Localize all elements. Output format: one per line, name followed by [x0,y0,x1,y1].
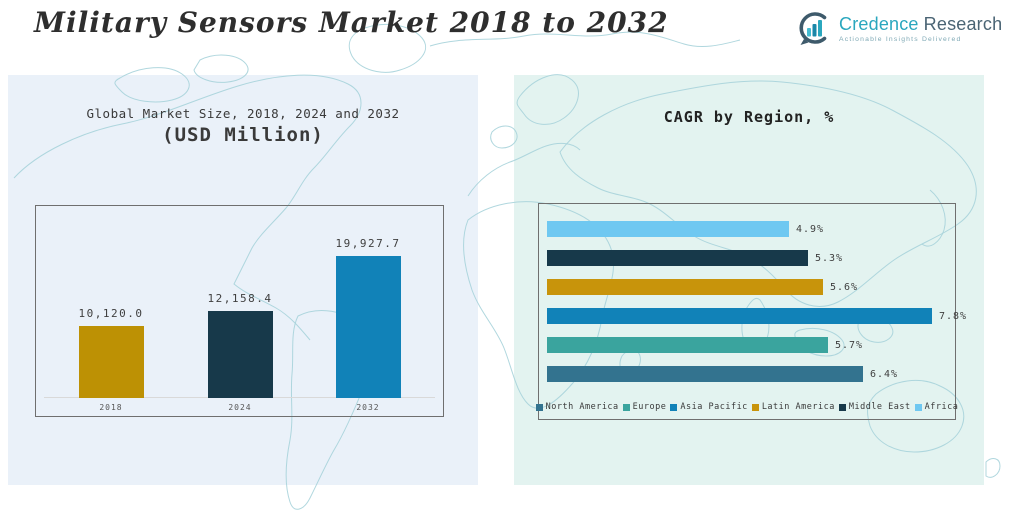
hbar-latin-america [547,279,823,295]
x-tick-2018: 2018 [99,403,123,412]
bar-value-label: 10,120.0 [78,307,144,320]
hbar-asia-pacific [547,308,932,324]
bar-2018 [78,326,144,398]
hbar-row-africa: 4.9% [547,221,824,237]
legend-swatch-asia-pacific [670,403,678,411]
cagr-legend: North America Europe Asia Pacific Latin Ame… [535,402,958,412]
cagr-chart: North America Europe Asia Pacific Latin Ame… [535,203,966,420]
hbar-row-europe: 5.7% [547,337,863,353]
hbar-value-label-europe: 5.7% [835,339,864,351]
hbar-row-middle-east: 5.3% [547,250,843,266]
legend-item-latin-america: Latin America [751,402,835,412]
market-size-chart-title: Global Market Size, 2018, 2024 and 2032 … [8,106,478,146]
brand-name-secondary: Research [923,14,1003,34]
bar-2024 [207,311,273,398]
hbar-row-north-america: 6.4% [547,366,898,382]
legend-item-europe: Europe [622,402,667,412]
hbar-value-label-north-america: 6.4% [870,368,899,380]
hbar-value-label-africa: 4.9% [796,223,825,235]
legend-item-asia-pacific: Asia Pacific [670,402,747,412]
x-tick-2032: 2032 [356,403,380,412]
bar-value-label: 19,927.7 [335,237,401,250]
hbar-europe [547,337,828,353]
page-title: Military Sensors Market 2018 to 2032 [34,6,669,39]
cagr-chart-title: CAGR by Region, % [663,108,835,126]
legend-swatch-latin-america [751,403,759,411]
legend-label-africa: Africa [924,402,959,412]
brand-name: Credence Research [839,15,1002,33]
market-size-title-line1: Global Market Size, 2018, 2024 and 2032 [86,106,400,121]
bar-group-2018: 10,120.0 [51,307,171,398]
hbar-value-label-asia-pacific: 7.8% [939,310,968,322]
hbar-value-label-middle-east: 5.3% [815,252,844,264]
legend-label-middle-east: Middle East [848,402,911,412]
brand-logo-text: Credence Research Actionable Insights Del… [839,9,1002,44]
hbar-value-label-latin-america: 5.6% [830,281,859,293]
hbar-middle-east [547,250,808,266]
hbar-africa [547,221,789,237]
brand-tagline: Actionable Insights Delivered [839,36,962,43]
x-tick-2024: 2024 [228,403,252,412]
bar-2032 [335,256,401,398]
legend-swatch-middle-east [838,403,846,411]
legend-label-asia-pacific: Asia Pacific [680,402,748,412]
hbar-row-asia-pacific: 7.8% [547,308,967,324]
bar-group-2024: 12,158.4 [180,292,300,398]
legend-item-africa: Africa [914,402,959,412]
legend-label-north-america: North America [545,402,619,412]
brand-name-primary: Credence [839,14,919,34]
legend-label-europe: Europe [632,402,667,412]
legend-item-north-america: North America [535,402,619,412]
legend-swatch-africa [914,403,922,411]
legend-label-latin-america: Latin America [761,402,835,412]
brand-logo: Credence Research Actionable Insights Del… [795,9,1002,47]
bar-chart-bubble-icon [799,12,827,45]
market-size-title-line2: (USD Million) [162,124,324,146]
bar-group-2032: 19,927.7 [308,237,428,398]
bar-value-label: 12,158.4 [207,292,273,305]
legend-swatch-europe [622,403,630,411]
legend-swatch-north-america [535,403,543,411]
legend-item-middle-east: Middle East [838,402,911,412]
hbar-row-latin-america: 5.6% [547,279,858,295]
market-size-chart: 10,120.0 2018 12,158.4 2024 19,927.7 2032 [35,205,444,417]
hbar-north-america [547,366,863,382]
